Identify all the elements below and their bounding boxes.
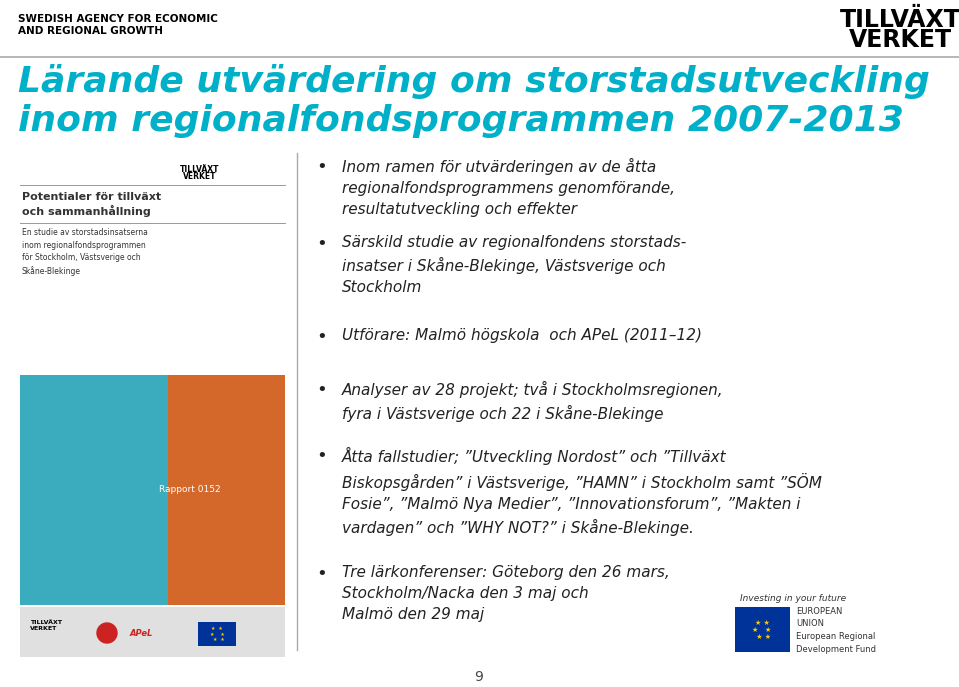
Text: Potentialer för tillväxt: Potentialer för tillväxt: [22, 192, 161, 202]
Text: Särskild studie av regionalfondens storstads-
insatser i Skåne-Blekinge, Västsve: Särskild studie av regionalfondens stors…: [342, 235, 687, 295]
Text: TILLVÄXT: TILLVÄXT: [839, 8, 959, 32]
Text: Rapport 0152: Rapport 0152: [159, 486, 221, 495]
Text: Inom ramen för utvärderingen av de åtta
regionalfondsprogrammens genomförande,
r: Inom ramen för utvärderingen av de åtta …: [342, 158, 675, 217]
Text: SWEDISH AGENCY FOR ECONOMIC: SWEDISH AGENCY FOR ECONOMIC: [18, 14, 218, 24]
Bar: [20, 375, 168, 605]
Text: 9: 9: [475, 670, 483, 684]
Text: EUROPEAN
UNION
European Regional
Development Fund: EUROPEAN UNION European Regional Develop…: [796, 607, 876, 653]
Text: ★  ★
★    ★
  ★  ★: ★ ★ ★ ★ ★ ★: [210, 626, 224, 642]
Bar: [20, 375, 285, 605]
Circle shape: [97, 623, 117, 643]
Text: inom regionalfondsprogrammen 2007-2013: inom regionalfondsprogrammen 2007-2013: [18, 104, 904, 138]
Text: En studie av storstadsinsatserna
inom regionalfondsprogrammen
för Stockholm, Väs: En studie av storstadsinsatserna inom re…: [22, 228, 148, 275]
Text: Tre lärkonferenser: Göteborg den 26 mars,
Stockholm/Nacka den 3 maj och
Malmö de: Tre lärkonferenser: Göteborg den 26 mars…: [342, 565, 669, 622]
Text: VERKET: VERKET: [183, 172, 217, 181]
Text: Lärande utvärdering om storstadsutveckling: Lärande utvärdering om storstadsutveckli…: [18, 64, 930, 99]
Text: VERKET: VERKET: [849, 28, 951, 52]
Text: •: •: [316, 447, 327, 465]
Text: TILLVÄXT: TILLVÄXT: [180, 165, 220, 174]
Text: •: •: [316, 158, 327, 176]
Text: APeL: APeL: [130, 629, 153, 638]
Text: Analyser av 28 projekt; två i Stockholmsregionen,
fyra i Västsverige och 22 i Sk: Analyser av 28 projekt; två i Stockholms…: [342, 381, 724, 422]
Bar: [735, 607, 790, 652]
Text: Åtta fallstudier; ”Utveckling Nordost” och ”Tillväxt
Biskopsgården” i Västsverig: Åtta fallstudier; ”Utveckling Nordost” o…: [342, 447, 822, 536]
Text: Investing in your future: Investing in your future: [740, 594, 846, 603]
Text: •: •: [316, 235, 327, 253]
Bar: [20, 607, 285, 657]
Text: •: •: [316, 565, 327, 583]
Text: •: •: [316, 381, 327, 399]
Text: AND REGIONAL GROWTH: AND REGIONAL GROWTH: [18, 26, 163, 36]
Text: TILLVÄXT
VERKET: TILLVÄXT VERKET: [30, 620, 62, 631]
Text: Utförare: Malmö högskola  och APeL (2011–12): Utförare: Malmö högskola och APeL (2011–…: [342, 328, 702, 343]
Bar: [198, 622, 236, 646]
Text: och sammanhållning: och sammanhållning: [22, 205, 151, 217]
Text: ★ ★
★   ★
 ★ ★: ★ ★ ★ ★ ★ ★: [753, 620, 772, 640]
Text: •: •: [316, 328, 327, 346]
